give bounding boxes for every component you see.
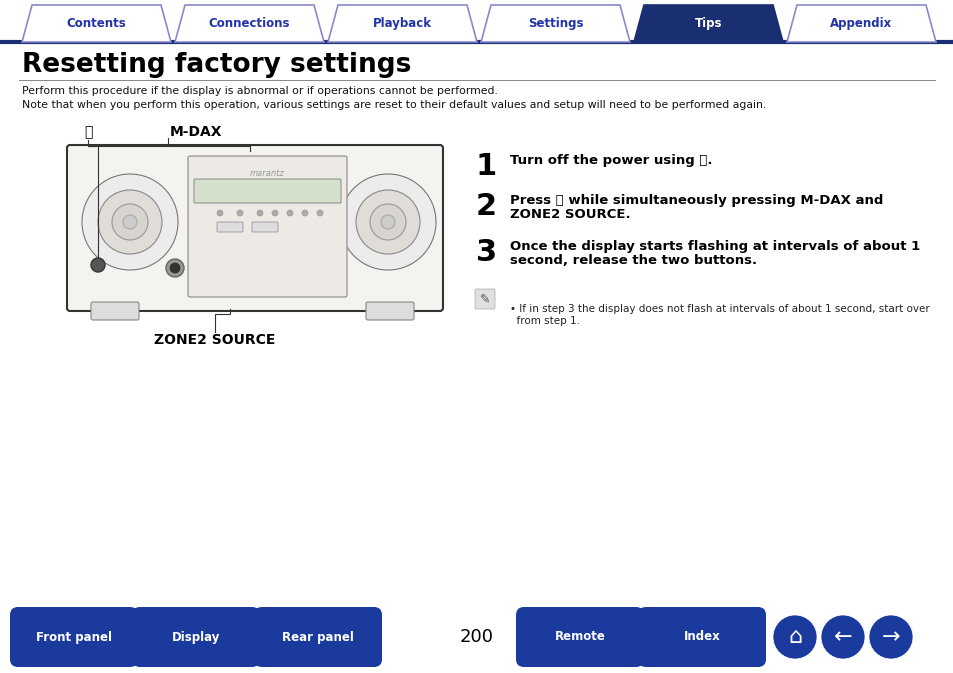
Text: Press ⏻ while simultaneously pressing M-DAX and: Press ⏻ while simultaneously pressing M-… [510, 194, 882, 207]
Text: Remote: Remote [554, 631, 605, 643]
Polygon shape [786, 5, 935, 42]
Circle shape [380, 215, 395, 229]
Circle shape [91, 258, 105, 272]
Polygon shape [480, 5, 629, 42]
Text: Perform this procedure if the display is abnormal or if operations cannot be per: Perform this procedure if the display is… [22, 86, 497, 96]
Polygon shape [328, 5, 476, 42]
FancyBboxPatch shape [188, 156, 347, 297]
Text: Note that when you perform this operation, various settings are reset to their d: Note that when you perform this operatio… [22, 100, 765, 110]
Text: Once the display starts flashing at intervals of about 1: Once the display starts flashing at inte… [510, 240, 920, 253]
Text: Tips: Tips [694, 17, 721, 30]
Circle shape [287, 210, 293, 216]
FancyBboxPatch shape [193, 179, 340, 203]
Polygon shape [22, 5, 171, 42]
Circle shape [112, 204, 148, 240]
Text: 3: 3 [476, 238, 497, 267]
Circle shape [355, 190, 419, 254]
Circle shape [170, 263, 180, 273]
Polygon shape [174, 5, 324, 42]
FancyBboxPatch shape [132, 607, 260, 667]
FancyBboxPatch shape [366, 302, 414, 320]
Text: marantz: marantz [250, 168, 285, 178]
Circle shape [821, 615, 864, 659]
Circle shape [272, 210, 277, 216]
Text: Connections: Connections [209, 17, 290, 30]
Text: 1: 1 [476, 152, 497, 181]
Text: ZONE2 SOURCE.: ZONE2 SOURCE. [510, 208, 630, 221]
Text: ⏻: ⏻ [84, 125, 92, 139]
Text: second, release the two buttons.: second, release the two buttons. [510, 254, 757, 267]
Circle shape [339, 174, 436, 270]
FancyBboxPatch shape [252, 222, 277, 232]
Text: ⌂: ⌂ [787, 627, 801, 647]
Text: from step 1.: from step 1. [510, 316, 579, 326]
Text: Index: Index [683, 631, 720, 643]
Circle shape [256, 210, 263, 216]
Circle shape [82, 174, 178, 270]
FancyBboxPatch shape [516, 607, 643, 667]
Circle shape [302, 210, 308, 216]
FancyBboxPatch shape [67, 145, 442, 311]
Text: ←: ← [833, 627, 851, 647]
FancyBboxPatch shape [638, 607, 765, 667]
Text: Rear panel: Rear panel [282, 631, 354, 643]
Polygon shape [634, 5, 782, 42]
Circle shape [98, 190, 162, 254]
Text: ✎: ✎ [479, 293, 490, 306]
Text: ZONE2 SOURCE: ZONE2 SOURCE [154, 333, 275, 347]
Text: Display: Display [172, 631, 220, 643]
Text: 200: 200 [459, 628, 494, 646]
Text: Front panel: Front panel [36, 631, 112, 643]
FancyBboxPatch shape [91, 302, 139, 320]
Circle shape [123, 215, 137, 229]
FancyBboxPatch shape [10, 607, 138, 667]
Text: Settings: Settings [527, 17, 582, 30]
Text: M-DAX: M-DAX [170, 125, 222, 139]
Text: Contents: Contents [67, 17, 126, 30]
FancyBboxPatch shape [216, 222, 243, 232]
Circle shape [236, 210, 243, 216]
Circle shape [316, 210, 323, 216]
Circle shape [868, 615, 912, 659]
Text: →: → [881, 627, 900, 647]
Text: 2: 2 [476, 192, 497, 221]
FancyBboxPatch shape [253, 607, 381, 667]
Circle shape [166, 259, 184, 277]
Text: Playback: Playback [373, 17, 432, 30]
Text: • If in step 3 the display does not flash at intervals of about 1 second, start : • If in step 3 the display does not flas… [510, 304, 929, 314]
Circle shape [216, 210, 223, 216]
Text: Turn off the power using ⏻.: Turn off the power using ⏻. [510, 154, 712, 167]
Text: Appendix: Appendix [829, 17, 892, 30]
Circle shape [772, 615, 816, 659]
Circle shape [370, 204, 406, 240]
Text: Resetting factory settings: Resetting factory settings [22, 52, 411, 78]
FancyBboxPatch shape [475, 289, 495, 309]
